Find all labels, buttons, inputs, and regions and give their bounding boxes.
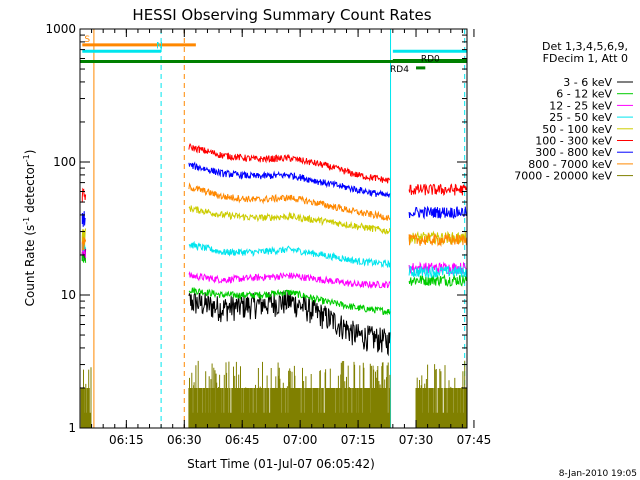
legend-label: 100 - 300 keV xyxy=(535,135,612,148)
legend-header: Det 1,3,4,5,6,9, xyxy=(542,40,628,53)
legend-label: 300 - 800 keV xyxy=(535,146,612,159)
x-tick-label: 06:45 xyxy=(225,433,260,447)
axes: 1 10 100 1000 06:15 06:30 06:45 07:00 07:15 07:30… xyxy=(45,22,491,447)
y-tick-label: 10 xyxy=(61,288,76,302)
series-line xyxy=(81,205,467,246)
legend-label: 800 - 7000 keV xyxy=(528,158,612,171)
legend-header: FDecim 1, Att 0 xyxy=(543,52,628,65)
legend-label: 12 - 25 keV xyxy=(549,99,612,112)
flag-label: N xyxy=(156,41,163,51)
series-line xyxy=(81,161,467,227)
footer-timestamp: 8-Jan-2010 19:05 xyxy=(559,469,637,479)
legend-label: 6 - 12 keV xyxy=(556,88,612,101)
legend-label: 50 - 100 keV xyxy=(542,123,612,136)
plot-frame xyxy=(79,28,468,429)
chart-title: HESSI Observing Summary Count Rates xyxy=(132,6,431,24)
x-tick-label: 07:15 xyxy=(341,433,376,447)
flag-label: S xyxy=(84,35,90,45)
series-line xyxy=(81,246,391,357)
series-bars xyxy=(80,360,467,428)
y-tick-label: 1000 xyxy=(45,22,76,36)
series-line xyxy=(81,240,467,278)
y-tick-label: 1 xyxy=(68,421,76,435)
y-tick-label: 100 xyxy=(53,155,76,169)
x-tick-label: 07:00 xyxy=(283,433,318,447)
x-tick-label: 06:30 xyxy=(167,433,202,447)
x-tick-label: 07:30 xyxy=(399,433,434,447)
flag-label: RD0 xyxy=(421,54,440,64)
series-line xyxy=(81,182,467,251)
x-tick-label: 07:45 xyxy=(457,433,492,447)
legend-label: 25 - 50 keV xyxy=(549,111,612,124)
y-axis-label: Count Rate (s-1 detector-1) xyxy=(22,150,37,307)
series-line xyxy=(81,142,467,203)
legend-label: 7000 - 20000 keV xyxy=(514,170,612,183)
x-axis-label: Start Time (01-Jul-07 06:05:42) xyxy=(187,457,375,471)
legend-label: 3 - 6 keV xyxy=(563,76,612,89)
flag-label: RD4 xyxy=(390,65,409,75)
x-tick-label: 06:15 xyxy=(109,433,144,447)
